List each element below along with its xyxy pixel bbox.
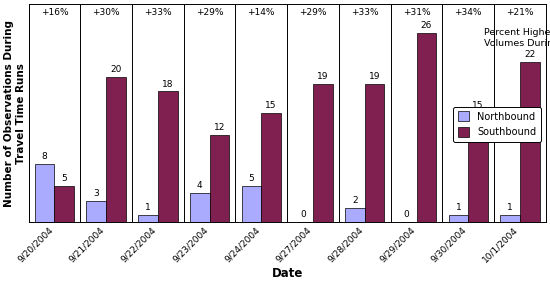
Text: 5: 5 xyxy=(249,174,254,183)
Text: +30%: +30% xyxy=(92,8,120,17)
Bar xyxy=(365,84,384,222)
Text: +29%: +29% xyxy=(196,8,223,17)
Bar xyxy=(35,164,54,222)
Y-axis label: Number of Observations During
Travel Time Runs: Number of Observations During Travel Tim… xyxy=(4,20,26,207)
Bar xyxy=(210,135,229,222)
Text: 5: 5 xyxy=(62,174,67,183)
Bar xyxy=(86,201,106,222)
Text: +33%: +33% xyxy=(351,8,378,17)
Text: 19: 19 xyxy=(317,72,329,81)
Text: +33%: +33% xyxy=(144,8,172,17)
Text: 19: 19 xyxy=(369,72,381,81)
Text: +29%: +29% xyxy=(299,8,327,17)
Text: +34%: +34% xyxy=(454,8,482,17)
Bar xyxy=(416,33,436,222)
Text: +14%: +14% xyxy=(248,8,275,17)
Text: 15: 15 xyxy=(472,101,484,110)
Bar xyxy=(345,208,365,222)
Text: 0: 0 xyxy=(300,210,306,220)
Bar xyxy=(158,91,178,222)
Text: 22: 22 xyxy=(524,51,535,59)
Bar xyxy=(500,215,520,222)
Text: 2: 2 xyxy=(352,196,358,205)
Bar xyxy=(190,193,210,222)
Text: 26: 26 xyxy=(421,21,432,30)
Bar xyxy=(313,84,333,222)
Legend: Northbound, Southbound: Northbound, Southbound xyxy=(453,106,541,142)
Bar xyxy=(449,215,468,222)
X-axis label: Date: Date xyxy=(272,267,303,280)
Text: 8: 8 xyxy=(42,152,47,161)
Text: 15: 15 xyxy=(266,101,277,110)
Bar xyxy=(520,62,540,222)
Text: 12: 12 xyxy=(214,123,225,132)
Text: 3: 3 xyxy=(94,189,99,198)
Text: +31%: +31% xyxy=(403,8,430,17)
Text: 18: 18 xyxy=(162,80,173,89)
Bar xyxy=(54,186,74,222)
Bar xyxy=(468,113,488,222)
Bar xyxy=(241,186,261,222)
Bar xyxy=(138,215,158,222)
Text: 1: 1 xyxy=(455,203,461,212)
Text: +21%: +21% xyxy=(506,8,534,17)
Text: 1: 1 xyxy=(145,203,151,212)
Text: 20: 20 xyxy=(111,65,122,74)
Text: +16%: +16% xyxy=(41,8,68,17)
Text: 1: 1 xyxy=(507,203,513,212)
Text: Percent Higher NB
Volumes During Runs: Percent Higher NB Volumes During Runs xyxy=(484,28,550,48)
Bar xyxy=(106,77,126,222)
Bar xyxy=(261,113,281,222)
Text: 0: 0 xyxy=(404,210,410,220)
Text: 4: 4 xyxy=(197,181,202,190)
